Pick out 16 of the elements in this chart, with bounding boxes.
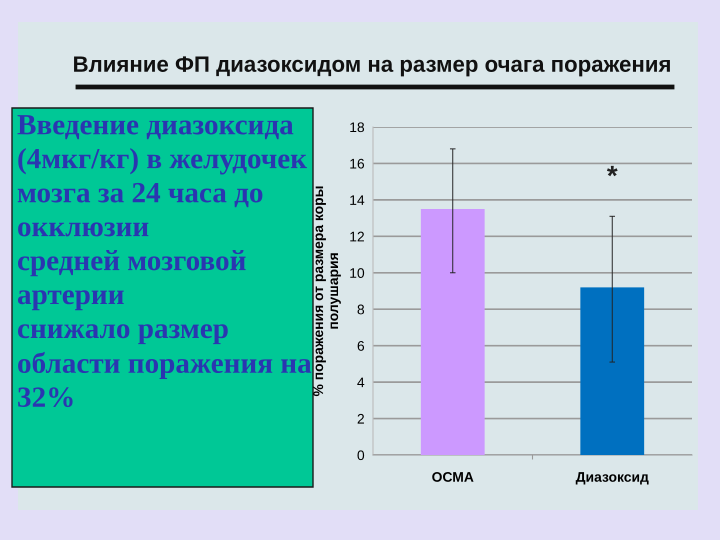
y-tick-label: 4 <box>357 378 364 388</box>
annotation: * <box>606 166 618 176</box>
y-tick-label: 14 <box>350 195 364 205</box>
y-tick-label: 10 <box>350 268 364 278</box>
y-tick-label: 16 <box>350 158 364 169</box>
y-tick-label: 8 <box>358 304 364 314</box>
y-tick-label: 18 <box>350 122 364 132</box>
x-tick-label: ОСМА <box>432 472 474 482</box>
y-tick-label: 6 <box>358 341 364 351</box>
y-tick-label: 12 <box>350 232 364 242</box>
y-axis-title: % поражения от размера коры полушария <box>313 186 341 396</box>
y-tick-label: 2 <box>358 414 364 424</box>
chart-title: Влияние ФП диазоксидом на размер очага поражения <box>74 56 670 76</box>
y-tick-label: 0 <box>357 450 364 460</box>
text: Введение диазоксида (4мкг/кг) в желудочек мозга за 24 часа до окклюзии средней мозговой артерии снижало размер области поражения на 32% <box>17 115 312 408</box>
x-tick-label: Диазоксид <box>576 472 649 484</box>
